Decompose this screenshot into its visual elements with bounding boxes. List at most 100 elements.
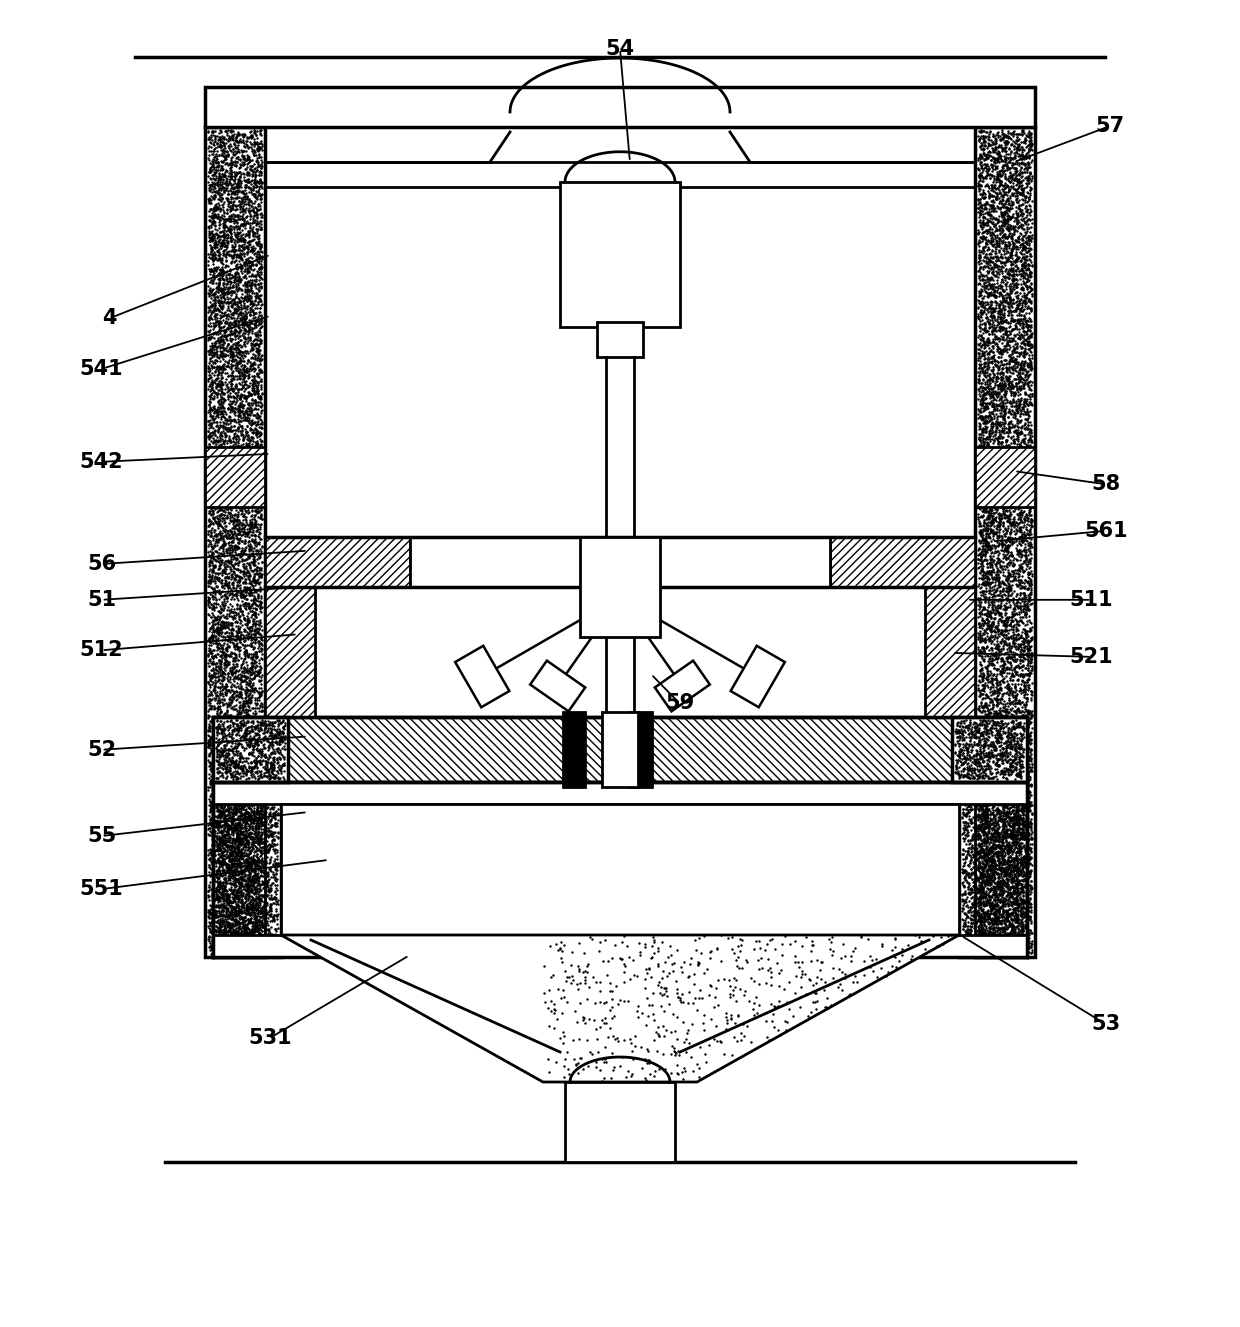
- Point: [215, 869, 234, 890]
- Point: [971, 427, 991, 449]
- Point: [1019, 816, 1039, 837]
- Point: [228, 910, 248, 932]
- Point: [569, 959, 589, 981]
- Point: [1012, 553, 1032, 575]
- Point: [217, 608, 237, 629]
- Point: [1022, 803, 1042, 824]
- Point: [208, 670, 228, 691]
- Point: [977, 800, 997, 821]
- Point: [234, 898, 254, 920]
- Point: [239, 215, 259, 236]
- Point: [1019, 936, 1039, 957]
- Point: [222, 856, 242, 877]
- Point: [250, 750, 270, 771]
- Point: [986, 245, 1006, 267]
- Point: [253, 804, 273, 825]
- Point: [221, 710, 241, 731]
- Point: [216, 512, 236, 533]
- Point: [223, 759, 243, 780]
- Point: [982, 802, 1002, 823]
- Point: [1002, 825, 1022, 847]
- Point: [986, 758, 1006, 779]
- Point: [980, 560, 999, 581]
- Point: [223, 780, 243, 802]
- Point: [207, 792, 227, 813]
- Point: [968, 202, 988, 223]
- Point: [222, 291, 242, 312]
- Point: [988, 433, 1008, 454]
- Point: [968, 265, 988, 287]
- Point: [222, 525, 242, 547]
- Point: [1006, 857, 1025, 878]
- Point: [242, 604, 262, 625]
- Point: [985, 279, 1004, 300]
- Point: [233, 722, 253, 743]
- Point: [201, 524, 221, 545]
- Point: [994, 398, 1014, 419]
- Point: [252, 188, 272, 210]
- Point: [983, 543, 1003, 564]
- Point: [604, 1056, 624, 1078]
- Point: [992, 662, 1012, 683]
- Point: [228, 932, 248, 953]
- Point: [242, 281, 262, 303]
- Point: [1001, 719, 1021, 740]
- Point: [955, 868, 975, 889]
- Point: [232, 798, 252, 819]
- Point: [992, 449, 1012, 470]
- Point: [988, 405, 1008, 426]
- Point: [207, 443, 227, 464]
- Point: [981, 608, 1001, 629]
- Point: [219, 341, 239, 362]
- Point: [1014, 158, 1034, 179]
- Point: [1001, 474, 1021, 495]
- Point: [250, 430, 270, 451]
- Point: [1007, 433, 1027, 454]
- Point: [229, 660, 249, 681]
- Point: [1004, 839, 1024, 860]
- Point: [997, 198, 1017, 219]
- Point: [1009, 143, 1029, 165]
- Point: [206, 687, 226, 709]
- Point: [1011, 358, 1030, 380]
- Point: [980, 512, 999, 533]
- Point: [217, 800, 237, 821]
- Point: [218, 575, 238, 596]
- Point: [200, 515, 219, 536]
- Point: [241, 717, 260, 738]
- Point: [233, 514, 253, 535]
- Point: [202, 544, 222, 565]
- Point: [211, 543, 231, 564]
- Point: [971, 940, 991, 961]
- Point: [243, 751, 263, 772]
- Point: [996, 779, 1016, 800]
- Point: [972, 715, 992, 736]
- Point: [982, 794, 1002, 815]
- Point: [231, 776, 250, 798]
- Point: [239, 748, 259, 770]
- Point: [229, 719, 249, 740]
- Point: [986, 853, 1006, 874]
- Point: [264, 833, 284, 855]
- Point: [973, 751, 993, 772]
- Point: [991, 451, 1011, 472]
- Point: [968, 418, 988, 439]
- Point: [968, 848, 988, 869]
- Point: [968, 844, 988, 865]
- Point: [985, 843, 1004, 864]
- Point: [216, 390, 236, 411]
- Point: [971, 353, 991, 374]
- Point: [223, 727, 243, 748]
- Point: [265, 893, 285, 914]
- Point: [257, 839, 277, 860]
- Point: [227, 817, 247, 839]
- Point: [208, 687, 228, 709]
- Point: [980, 426, 999, 447]
- Point: [1021, 243, 1040, 264]
- Point: [1012, 143, 1032, 165]
- Point: [200, 674, 219, 695]
- Point: [208, 825, 228, 847]
- Point: [257, 778, 277, 799]
- Point: [202, 610, 222, 632]
- Point: [972, 900, 992, 921]
